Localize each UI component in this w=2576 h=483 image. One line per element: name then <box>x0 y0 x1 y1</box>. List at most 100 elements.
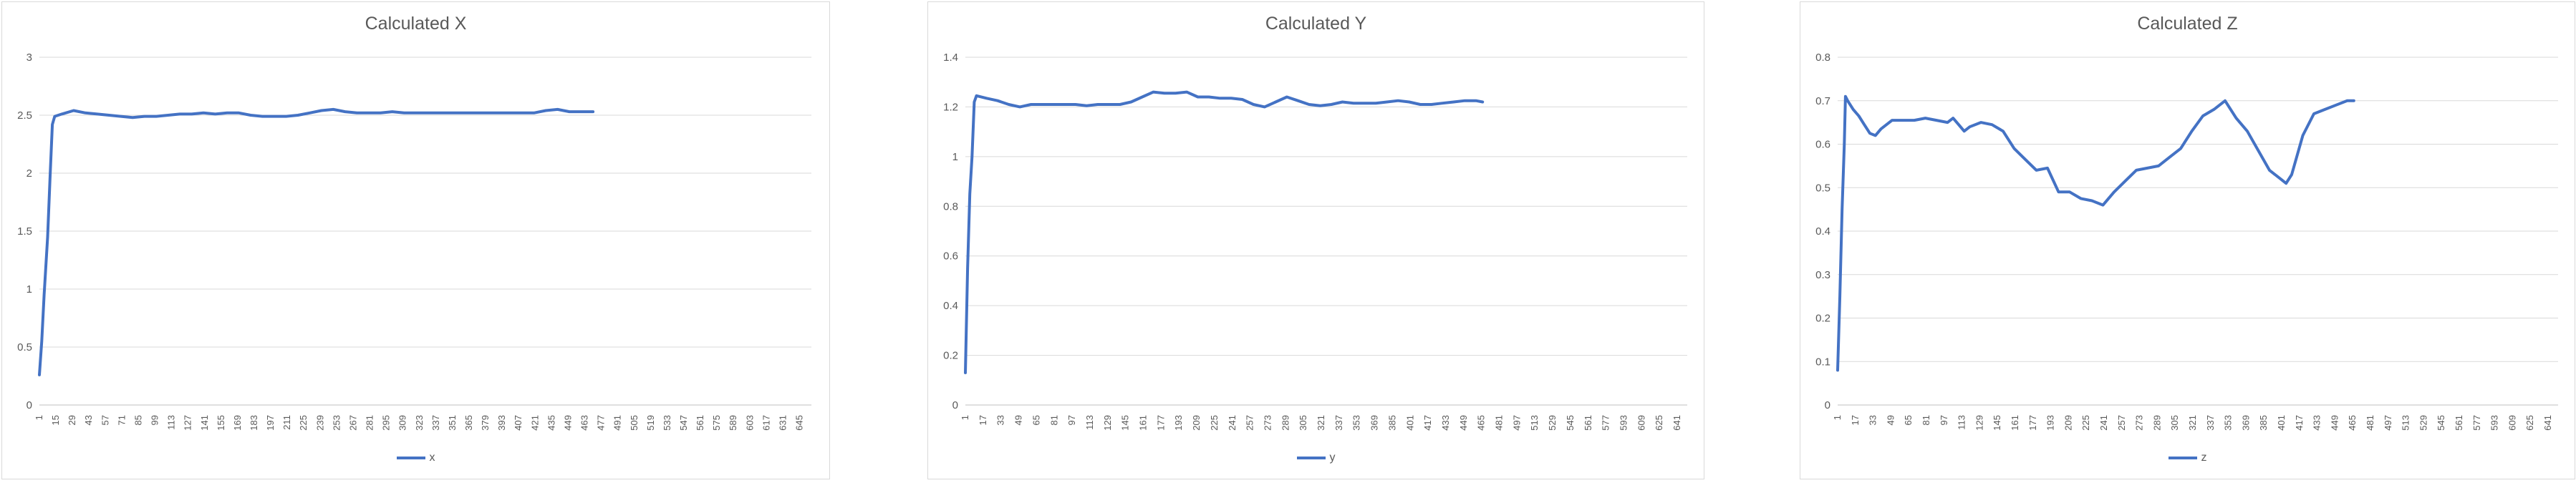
x-tick-label: 641 <box>2542 415 2553 431</box>
x-tick-label: 197 <box>265 415 276 431</box>
x-tick-label: 33 <box>995 415 1006 425</box>
x-tick-label: 513 <box>1529 415 1540 431</box>
x-tick-label: 337 <box>2205 415 2216 431</box>
x-tick-label: 575 <box>711 415 722 431</box>
y-tick-label: 0 <box>952 399 958 411</box>
chart-legend: y <box>928 452 1704 464</box>
x-tick-label: 417 <box>2294 415 2305 431</box>
x-tick-label: 49 <box>1885 415 1896 425</box>
y-tick-label: 0.7 <box>1815 95 1830 107</box>
y-tick-label: 0 <box>26 399 32 411</box>
x-tick-label: 57 <box>100 415 110 425</box>
x-tick-label: 577 <box>1601 415 1611 431</box>
x-tick-label: 533 <box>662 415 672 431</box>
x-tick-label: 321 <box>2187 415 2198 431</box>
x-tick-label: 481 <box>2365 415 2375 431</box>
x-tick-label: 43 <box>83 415 94 425</box>
x-tick-label: 257 <box>2116 415 2127 431</box>
x-tick-label: 305 <box>2169 415 2180 431</box>
x-tick-label: 177 <box>2027 415 2038 431</box>
x-tick-label: 129 <box>1974 415 1984 431</box>
x-tick-label: 81 <box>1921 415 1931 425</box>
series-line-z <box>1838 97 2354 371</box>
x-tick-label: 145 <box>1120 415 1131 431</box>
x-tick-label: 449 <box>562 415 573 431</box>
x-tick-label: 85 <box>132 415 143 425</box>
y-tick-label: 3 <box>26 52 32 64</box>
x-tick-label: 353 <box>2223 415 2234 431</box>
x-tick-label: 625 <box>2524 415 2535 431</box>
x-tick-label: 289 <box>1280 415 1291 431</box>
x-tick-label: 225 <box>2080 415 2091 431</box>
x-tick-label: 433 <box>2312 415 2322 431</box>
x-tick-label: 321 <box>1316 415 1326 431</box>
x-tick-label: 129 <box>1102 415 1113 431</box>
x-tick-label: 1 <box>34 415 44 420</box>
x-tick-label: 417 <box>1422 415 1433 431</box>
x-tick-label: 97 <box>1066 415 1077 425</box>
y-tick-label: 0 <box>1825 399 1830 411</box>
legend-label: x <box>430 452 435 464</box>
x-tick-label: 29 <box>67 415 77 425</box>
y-tick-label: 0.5 <box>17 341 32 353</box>
x-tick-label: 81 <box>1048 415 1059 425</box>
x-tick-label: 309 <box>397 415 408 431</box>
y-tick-label: 2 <box>26 167 32 180</box>
chart-legend: x <box>2 452 829 464</box>
y-tick-label: 1.2 <box>943 101 958 113</box>
x-tick-label: 323 <box>414 415 425 431</box>
x-tick-label: 645 <box>794 415 805 431</box>
chart-calculated-z: Calculated Z 0 0.1 0.2 0.3 0.4 0.5 0.6 0.7 0.8 1 1… <box>1800 1 2575 479</box>
x-tick-label: 353 <box>1351 415 1362 431</box>
x-tick-label: 421 <box>529 415 540 431</box>
y-tick-label: 0.6 <box>1815 139 1830 151</box>
legend-label: z <box>2201 452 2207 464</box>
x-tick-label: 505 <box>629 415 640 431</box>
x-tick-label: 477 <box>596 415 607 431</box>
chart-legend: z <box>1800 452 2575 464</box>
x-tick-label: 385 <box>1386 415 1397 431</box>
x-tick-label: 211 <box>281 415 292 430</box>
y-tick-label: 0.4 <box>943 300 958 312</box>
series-line-y <box>965 92 1482 373</box>
x-tick-label: 97 <box>1939 415 1949 425</box>
y-tick-label: 1.4 <box>943 52 958 64</box>
x-tick-label: 99 <box>150 415 160 425</box>
x-tick-label: 617 <box>761 415 771 431</box>
y-tick-label: 0.8 <box>943 200 958 213</box>
x-tick-label: 497 <box>2383 415 2393 431</box>
legend-swatch <box>1297 457 1326 459</box>
x-tick-label: 631 <box>777 415 788 431</box>
x-tick-label: 561 <box>2454 415 2464 431</box>
x-tick-label: 561 <box>1583 415 1593 431</box>
x-tick-label: 529 <box>1547 415 1558 431</box>
x-tick-label: 141 <box>199 415 210 431</box>
x-tick-label: 65 <box>1903 415 1914 425</box>
x-tick-label: 337 <box>430 415 441 431</box>
x-tick-label: 65 <box>1031 415 1041 425</box>
x-tick-label: 465 <box>2347 415 2358 431</box>
x-tick-label: 161 <box>2010 415 2020 431</box>
x-tick-label: 253 <box>331 415 342 431</box>
x-tick-label: 209 <box>1191 415 1202 431</box>
x-tick-label: 15 <box>50 415 61 425</box>
x-tick-label: 545 <box>2436 415 2446 431</box>
x-tick-label: 145 <box>1992 415 2002 431</box>
x-tick-label: 589 <box>728 415 738 431</box>
x-tick-label: 49 <box>1013 415 1024 425</box>
x-tick-label: 435 <box>546 415 556 431</box>
y-tick-label: 0.2 <box>943 350 958 362</box>
x-tick-label: 183 <box>249 415 259 431</box>
x-tick-label: 177 <box>1155 415 1166 431</box>
x-tick-label: 273 <box>2134 415 2145 431</box>
x-tick-label: 449 <box>2329 415 2340 431</box>
x-tick-label: 1 <box>1832 415 1843 420</box>
x-tick-label: 267 <box>347 415 358 431</box>
x-tick-label: 33 <box>1868 415 1878 425</box>
x-tick-label: 273 <box>1262 415 1273 431</box>
x-tick-label: 281 <box>365 415 375 431</box>
legend-swatch <box>397 457 425 459</box>
x-tick-label: 337 <box>1333 415 1344 431</box>
y-tick-label: 0.3 <box>1815 269 1830 281</box>
x-tick-label: 609 <box>1636 415 1646 431</box>
